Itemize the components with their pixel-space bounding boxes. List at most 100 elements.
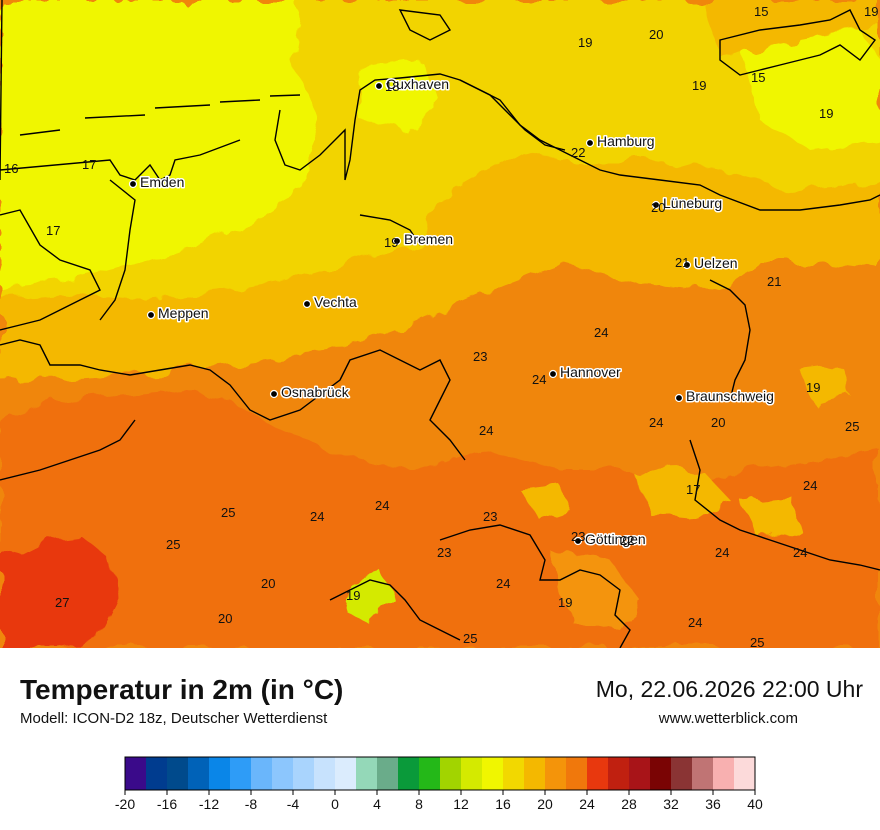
city-osnabrueck[interactable]: Osnabrück	[269, 383, 351, 402]
temp-value: 24	[496, 576, 510, 591]
footer: Temperatur in 2m (in °C) Modell: ICON-D2…	[0, 648, 880, 830]
city-meppen[interactable]: Meppen	[146, 304, 210, 323]
svg-text:Cuxhaven: Cuxhaven	[386, 76, 449, 92]
temp-value: 17	[686, 482, 700, 497]
city-uelzen[interactable]: Uelzen	[682, 254, 739, 273]
temp-value: 20	[261, 576, 275, 591]
scale-tick-label: 8	[415, 796, 423, 812]
temp-value: 22	[571, 145, 585, 160]
city-goettingen[interactable]: Göttingen	[573, 530, 647, 549]
temp-value: 22	[620, 533, 634, 548]
scale-swatch	[461, 757, 483, 790]
temp-value: 19	[819, 106, 833, 121]
color-scale-ticks: -20 -16 -12 -8 -4 0 4 8 12 16 20 24 28 32 36 40	[115, 790, 763, 812]
scale-swatch	[356, 757, 378, 790]
scale-tick-label: 16	[495, 796, 511, 812]
temp-value: 23	[473, 349, 487, 364]
temp-value: 20	[649, 27, 663, 42]
scale-swatch	[692, 757, 714, 790]
scale-swatch	[125, 757, 147, 790]
temperature-zones	[0, 0, 880, 648]
temp-value: 24	[310, 509, 324, 524]
scale-swatch	[503, 757, 525, 790]
scale-swatch	[713, 757, 735, 790]
weather-map: Cuxhaven Hamburg Emden Bremen Lüneburg U…	[0, 0, 880, 648]
temp-value: 25	[166, 537, 180, 552]
scale-swatch	[167, 757, 189, 790]
temp-value: 20	[711, 415, 725, 430]
temp-value: 19	[346, 588, 360, 603]
temp-value: 24	[688, 615, 702, 630]
temp-value: 19	[864, 4, 878, 19]
temp-value: 25	[845, 419, 859, 434]
temp-value: 25	[750, 635, 764, 648]
city-hannover[interactable]: Hannover	[548, 363, 623, 382]
svg-text:Bremen: Bremen	[404, 231, 453, 247]
temp-value: 24	[375, 498, 389, 513]
scale-swatch	[671, 757, 693, 790]
scale-tick-label: -20	[115, 796, 135, 812]
temp-value: 20	[218, 611, 232, 626]
scale-swatch	[566, 757, 588, 790]
scale-swatch	[377, 757, 399, 790]
city-braunschweig[interactable]: Braunschweig	[674, 387, 775, 406]
color-scale-boxes	[124, 756, 756, 791]
city-hamburg[interactable]: Hamburg	[585, 132, 656, 151]
scale-swatch	[398, 757, 420, 790]
scale-swatch	[209, 757, 231, 790]
scale-swatch	[524, 757, 546, 790]
scale-swatch	[734, 757, 756, 790]
temp-value: 19	[384, 235, 398, 250]
scale-tick-label: 0	[331, 796, 339, 812]
svg-text:Uelzen: Uelzen	[694, 255, 738, 271]
temp-value: 19	[578, 35, 592, 50]
city-cuxhaven[interactable]: Cuxhaven	[374, 75, 451, 94]
temp-value: 23	[571, 529, 585, 544]
forecast-datetime: Mo, 22.06.2026 22:00 Uhr	[595, 676, 863, 702]
temp-value: 24	[532, 372, 546, 387]
temp-value: 19	[692, 78, 706, 93]
scale-swatch	[314, 757, 336, 790]
scale-swatch	[293, 757, 315, 790]
temp-value: 24	[803, 478, 817, 493]
svg-text:Osnabrück: Osnabrück	[281, 384, 350, 400]
scale-swatch	[482, 757, 504, 790]
city-lueneburg[interactable]: Lüneburg	[651, 194, 724, 213]
scale-tick-label: 24	[579, 796, 595, 812]
scale-tick-label: 28	[621, 796, 637, 812]
scale-swatch	[251, 757, 273, 790]
temp-value: 19	[806, 380, 820, 395]
svg-text:Hamburg: Hamburg	[597, 133, 655, 149]
temp-value: 20	[651, 200, 665, 215]
scale-swatch	[545, 757, 567, 790]
temp-value: 21	[767, 274, 781, 289]
scale-border	[124, 756, 756, 791]
scale-tick-label: 20	[537, 796, 553, 812]
temp-value: 16	[4, 161, 18, 176]
city-bremen[interactable]: Bremen	[392, 230, 455, 249]
temp-value: 27	[55, 595, 69, 610]
scale-tick-label: -12	[199, 796, 219, 812]
scale-tick-label: 32	[663, 796, 679, 812]
temp-value: 23	[483, 509, 497, 524]
scale-tick-label: -16	[157, 796, 177, 812]
scale-swatch	[650, 757, 672, 790]
color-scale: -20 -16 -12 -8 -4 0 4 8 12 16 20 24 28 32 36 40	[115, 756, 763, 812]
scale-swatch	[335, 757, 357, 790]
temp-value: 17	[82, 157, 96, 172]
svg-text:Vechta: Vechta	[314, 294, 357, 310]
scale-swatch	[629, 757, 651, 790]
scale-swatch	[440, 757, 462, 790]
svg-text:Meppen: Meppen	[158, 305, 209, 321]
city-vechta[interactable]: Vechta	[302, 293, 359, 312]
scale-tick-label: 12	[453, 796, 469, 812]
scale-tick-label: 36	[705, 796, 721, 812]
scale-tick-label: 40	[747, 796, 763, 812]
scale-tick-label: -8	[245, 796, 258, 812]
temp-value: 18	[385, 79, 399, 94]
city-emden[interactable]: Emden	[128, 173, 186, 192]
temp-value: 23	[437, 545, 451, 560]
website-link[interactable]: www.wetterblick.com	[658, 710, 798, 727]
map-title: Temperatur in 2m (in °C)	[20, 674, 344, 705]
temperature-values: 15 19 19 20 15 19 19 18 22 16 17 20 17 1…	[4, 4, 878, 648]
